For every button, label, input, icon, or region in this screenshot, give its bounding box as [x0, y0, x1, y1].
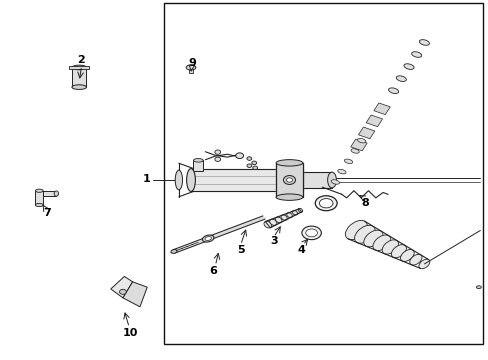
- Polygon shape: [350, 139, 366, 151]
- Ellipse shape: [390, 245, 406, 258]
- Ellipse shape: [403, 64, 413, 69]
- Text: 1: 1: [142, 174, 150, 184]
- Ellipse shape: [186, 168, 195, 192]
- Polygon shape: [193, 160, 203, 171]
- Polygon shape: [366, 115, 382, 127]
- Polygon shape: [276, 163, 302, 197]
- Ellipse shape: [193, 158, 203, 162]
- Ellipse shape: [350, 149, 359, 153]
- Text: 7: 7: [43, 208, 51, 218]
- Ellipse shape: [319, 199, 332, 208]
- Ellipse shape: [330, 180, 339, 184]
- Ellipse shape: [269, 219, 276, 225]
- Text: 3: 3: [269, 237, 277, 247]
- Ellipse shape: [475, 286, 480, 289]
- Polygon shape: [43, 191, 56, 196]
- Polygon shape: [373, 103, 389, 114]
- Text: 10: 10: [122, 328, 138, 338]
- Ellipse shape: [283, 176, 295, 184]
- Ellipse shape: [286, 213, 292, 217]
- Ellipse shape: [72, 65, 86, 70]
- Polygon shape: [72, 67, 86, 87]
- Ellipse shape: [298, 208, 302, 212]
- Circle shape: [119, 289, 126, 294]
- Bar: [276, 163, 302, 197]
- Bar: [302, 172, 331, 188]
- Ellipse shape: [400, 249, 413, 261]
- Polygon shape: [122, 282, 147, 307]
- Ellipse shape: [276, 194, 302, 201]
- Ellipse shape: [372, 235, 390, 251]
- Ellipse shape: [363, 230, 382, 247]
- Ellipse shape: [35, 203, 43, 207]
- Bar: [188, 67, 193, 73]
- Circle shape: [235, 153, 243, 158]
- Bar: [69, 66, 89, 69]
- Circle shape: [246, 157, 251, 160]
- Ellipse shape: [35, 189, 43, 192]
- Ellipse shape: [286, 178, 292, 182]
- Text: 4: 4: [297, 245, 305, 255]
- Ellipse shape: [305, 229, 317, 237]
- Circle shape: [252, 166, 257, 170]
- Ellipse shape: [264, 221, 271, 228]
- Ellipse shape: [409, 254, 421, 265]
- Ellipse shape: [204, 237, 211, 240]
- Ellipse shape: [186, 65, 196, 70]
- Ellipse shape: [281, 215, 286, 220]
- Polygon shape: [35, 191, 43, 205]
- Ellipse shape: [382, 240, 398, 254]
- Ellipse shape: [411, 52, 421, 57]
- Text: 5: 5: [236, 245, 244, 255]
- Circle shape: [214, 157, 220, 161]
- Text: 9: 9: [188, 58, 196, 68]
- Ellipse shape: [418, 259, 429, 269]
- Polygon shape: [191, 168, 302, 192]
- Bar: [164, 3, 482, 344]
- Ellipse shape: [344, 159, 352, 163]
- Ellipse shape: [275, 217, 282, 223]
- Ellipse shape: [175, 170, 182, 190]
- Text: 2: 2: [77, 55, 84, 65]
- Ellipse shape: [388, 88, 398, 94]
- Ellipse shape: [171, 249, 177, 253]
- Text: 6: 6: [208, 266, 216, 276]
- Text: 8: 8: [361, 198, 368, 208]
- Ellipse shape: [315, 196, 336, 211]
- Circle shape: [214, 150, 220, 154]
- Ellipse shape: [327, 172, 336, 188]
- Circle shape: [246, 164, 251, 167]
- Polygon shape: [358, 127, 374, 139]
- Polygon shape: [173, 216, 264, 253]
- Ellipse shape: [202, 235, 214, 242]
- Ellipse shape: [357, 138, 365, 143]
- Ellipse shape: [345, 220, 366, 240]
- Ellipse shape: [419, 40, 428, 45]
- Ellipse shape: [354, 225, 374, 243]
- Ellipse shape: [301, 226, 321, 240]
- Ellipse shape: [276, 159, 302, 166]
- Ellipse shape: [72, 85, 86, 89]
- Ellipse shape: [337, 170, 346, 174]
- Polygon shape: [111, 276, 132, 298]
- Ellipse shape: [292, 211, 297, 215]
- Ellipse shape: [395, 76, 406, 81]
- Ellipse shape: [54, 191, 59, 196]
- Bar: [191, 168, 302, 192]
- Circle shape: [251, 161, 256, 165]
